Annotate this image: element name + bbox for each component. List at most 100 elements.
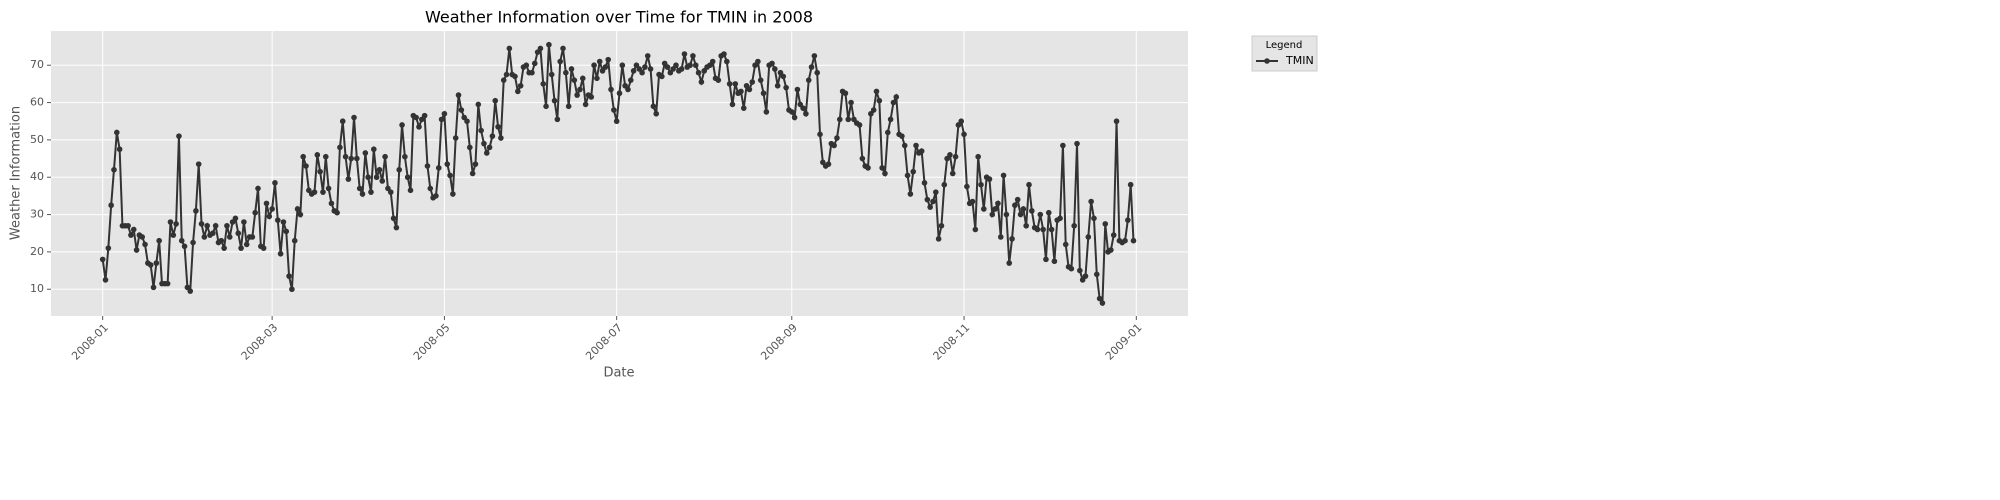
data-point <box>187 288 194 294</box>
data-point <box>884 129 891 136</box>
data-point <box>226 234 233 240</box>
data-point <box>506 45 513 52</box>
data-point <box>1068 265 1075 272</box>
data-point <box>232 215 239 222</box>
data-point <box>834 135 840 141</box>
data-point <box>721 51 727 57</box>
x-axis-label: Date <box>603 366 634 381</box>
data-point <box>238 245 244 251</box>
data-point <box>949 170 956 177</box>
data-point <box>224 222 230 229</box>
data-point <box>890 99 897 106</box>
data-point <box>647 66 654 72</box>
data-point <box>382 153 388 160</box>
data-point <box>625 86 631 93</box>
data-point <box>365 174 371 181</box>
data-point <box>1014 196 1021 203</box>
data-point <box>870 107 877 113</box>
data-point <box>500 77 507 83</box>
data-point <box>975 153 981 160</box>
data-point <box>373 174 380 181</box>
data-point <box>964 183 970 190</box>
x-tick-label: 2009-01 <box>1103 321 1145 363</box>
data-point <box>193 208 199 214</box>
data-point <box>252 209 258 216</box>
y-tick-label: 30 <box>30 208 44 221</box>
data-point <box>1037 211 1044 218</box>
data-point <box>726 81 733 87</box>
data-point <box>836 116 843 123</box>
data-point <box>176 133 182 139</box>
data-point <box>1048 226 1055 233</box>
chart-title: Weather Information over Time for TMIN i… <box>425 8 813 27</box>
data-point <box>1085 234 1092 240</box>
y-tick-label: 60 <box>30 96 44 109</box>
data-point <box>913 142 919 149</box>
data-point <box>531 60 538 67</box>
data-point <box>989 211 996 218</box>
data-point <box>464 118 470 125</box>
data-point <box>969 198 976 205</box>
data-point <box>811 53 818 59</box>
data-point <box>546 41 552 48</box>
data-point <box>263 200 270 207</box>
data-point <box>568 66 575 72</box>
data-point <box>642 64 648 70</box>
data-point <box>243 241 250 248</box>
data-point <box>540 81 547 87</box>
data-point <box>450 191 456 197</box>
data-point <box>639 69 645 76</box>
data-point <box>933 189 939 195</box>
data-point <box>99 256 106 263</box>
data-point <box>387 189 394 195</box>
data-point <box>156 237 162 244</box>
data-point <box>814 69 820 76</box>
data-point <box>901 142 908 149</box>
data-point <box>935 236 942 242</box>
data-point <box>1096 295 1103 302</box>
data-point <box>1003 211 1010 218</box>
data-point <box>644 53 651 59</box>
data-point <box>269 206 275 212</box>
data-point <box>125 222 131 229</box>
data-point <box>650 103 657 110</box>
data-point <box>653 110 660 117</box>
data-point <box>249 234 256 240</box>
data-point <box>910 168 917 175</box>
data-point <box>469 170 476 177</box>
data-point <box>687 62 693 69</box>
data-point <box>904 172 911 179</box>
data-point <box>740 105 747 111</box>
data-point <box>961 131 967 138</box>
data-point <box>1060 142 1066 149</box>
data-point <box>1026 181 1032 188</box>
data-point <box>986 176 993 182</box>
data-point <box>817 131 823 138</box>
y-axis-label: Weather Information <box>9 106 24 240</box>
data-point <box>404 174 411 181</box>
data-point <box>1110 232 1117 238</box>
data-point <box>164 280 171 287</box>
data-point <box>523 62 530 69</box>
data-point <box>105 245 112 251</box>
data-point <box>260 245 267 251</box>
data-point <box>495 124 501 130</box>
data-point <box>887 116 894 123</box>
data-point <box>865 165 871 171</box>
data-point <box>1088 198 1094 205</box>
data-point <box>602 64 609 70</box>
data-point <box>760 90 767 97</box>
data-point <box>591 62 597 69</box>
data-point <box>320 189 326 195</box>
data-point <box>907 191 914 197</box>
data-point <box>757 77 764 83</box>
data-point <box>529 69 535 76</box>
data-point <box>772 66 778 72</box>
data-point <box>1017 211 1024 218</box>
data-point <box>1057 215 1063 222</box>
data-point <box>204 222 210 229</box>
data-point <box>356 185 363 192</box>
data-point <box>1093 271 1100 278</box>
data-point <box>402 153 408 160</box>
data-point <box>1045 209 1052 216</box>
